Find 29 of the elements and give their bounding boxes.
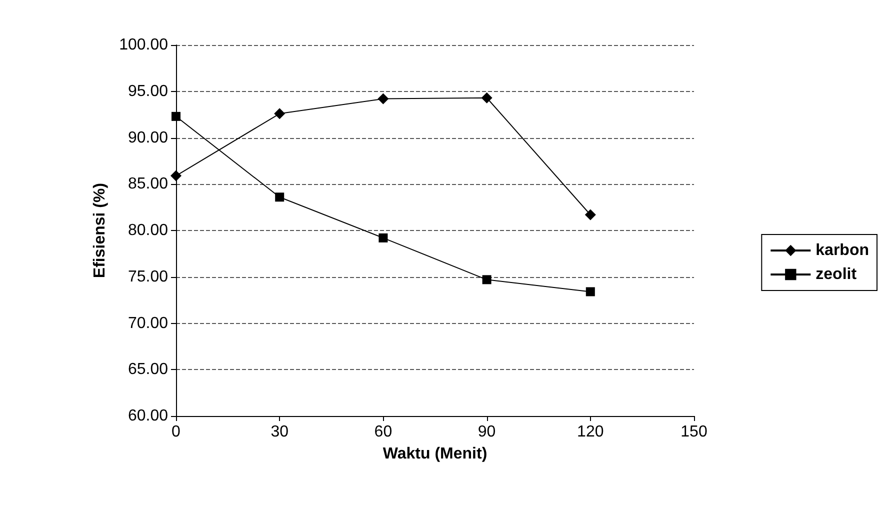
y-tick-label: 85.00 <box>128 176 168 193</box>
y-tick-label: 80.00 <box>128 222 168 239</box>
legend-label: zeolit <box>816 266 858 283</box>
point <box>584 209 596 220</box>
y-tick-label: 70.00 <box>128 314 168 332</box>
point <box>586 287 595 296</box>
point <box>481 92 492 104</box>
y-tick-label: 60.00 <box>128 408 168 424</box>
point <box>274 108 286 120</box>
point <box>170 170 182 182</box>
point <box>172 112 180 121</box>
x-tick-label: 30 <box>270 424 289 440</box>
y-tick-label: 75.00 <box>128 268 168 286</box>
point <box>482 275 492 284</box>
point <box>378 233 388 242</box>
point <box>378 93 389 104</box>
y-tick-label: 90.00 <box>128 129 168 146</box>
y-tick-label: 65.00 <box>128 361 168 378</box>
point <box>275 192 284 202</box>
y-tick-label: 100.00 <box>119 36 168 54</box>
x-tick-label: 150 <box>680 424 708 440</box>
x-tick-label: 60 <box>374 424 392 440</box>
x-tick-label: 0 <box>172 424 181 440</box>
x-tick-label: 120 <box>577 424 604 440</box>
legend-label: karbon <box>816 242 869 259</box>
x-axis-title: Waktu (Menit) <box>382 446 488 462</box>
y-tick-label: 95.00 <box>128 82 168 100</box>
y-axis-title: Efisiensi (%) <box>92 182 109 278</box>
x-tick-label: 90 <box>478 424 496 440</box>
